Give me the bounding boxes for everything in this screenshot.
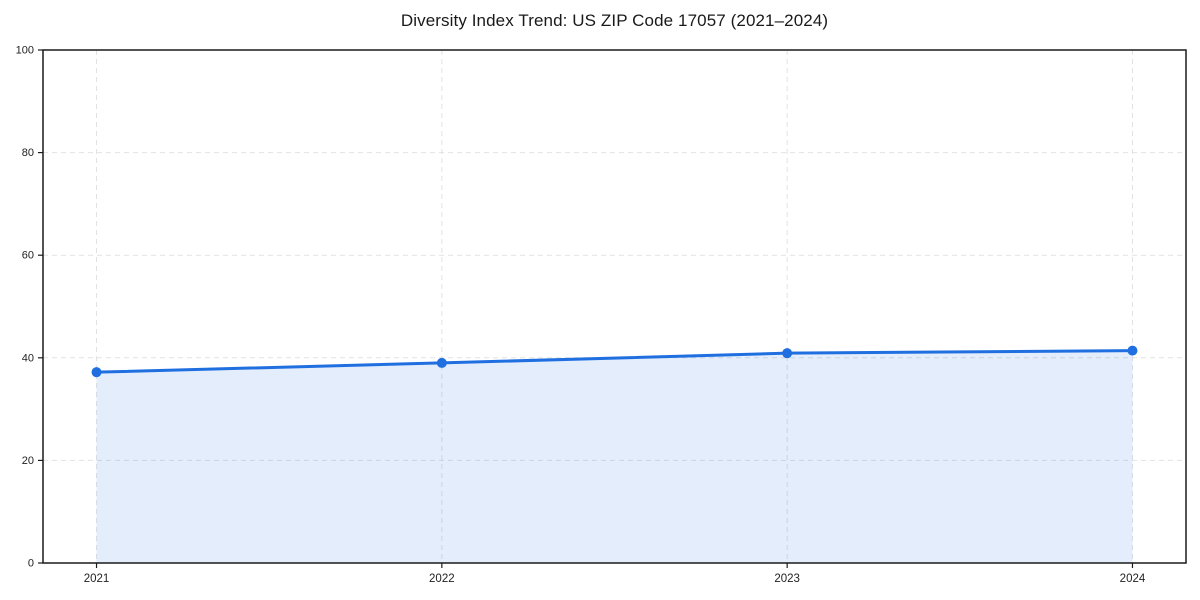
y-tick-label: 60	[22, 250, 34, 262]
x-tick-label: 2023	[774, 573, 800, 585]
chart-title: Diversity Index Trend: US ZIP Code 17057…	[400, 11, 829, 30]
y-tick-label: 20	[22, 455, 34, 467]
data-point-marker	[782, 348, 793, 359]
x-tick-label: 2021	[84, 573, 110, 585]
y-tick-label: 80	[22, 147, 34, 159]
data-point-marker	[91, 367, 102, 378]
y-tick-label: 40	[22, 352, 34, 364]
data-point-marker	[436, 357, 447, 368]
x-tick-label: 2024	[1120, 573, 1146, 585]
area-fill	[96, 350, 1133, 563]
trend-line	[95, 349, 1134, 374]
data-point-marker	[1127, 345, 1138, 356]
y-tick-label: 0	[28, 558, 34, 570]
x-tick-label: 2022	[429, 573, 455, 585]
plot-border	[42, 49, 1187, 564]
y-tick-label: 100	[16, 45, 34, 57]
